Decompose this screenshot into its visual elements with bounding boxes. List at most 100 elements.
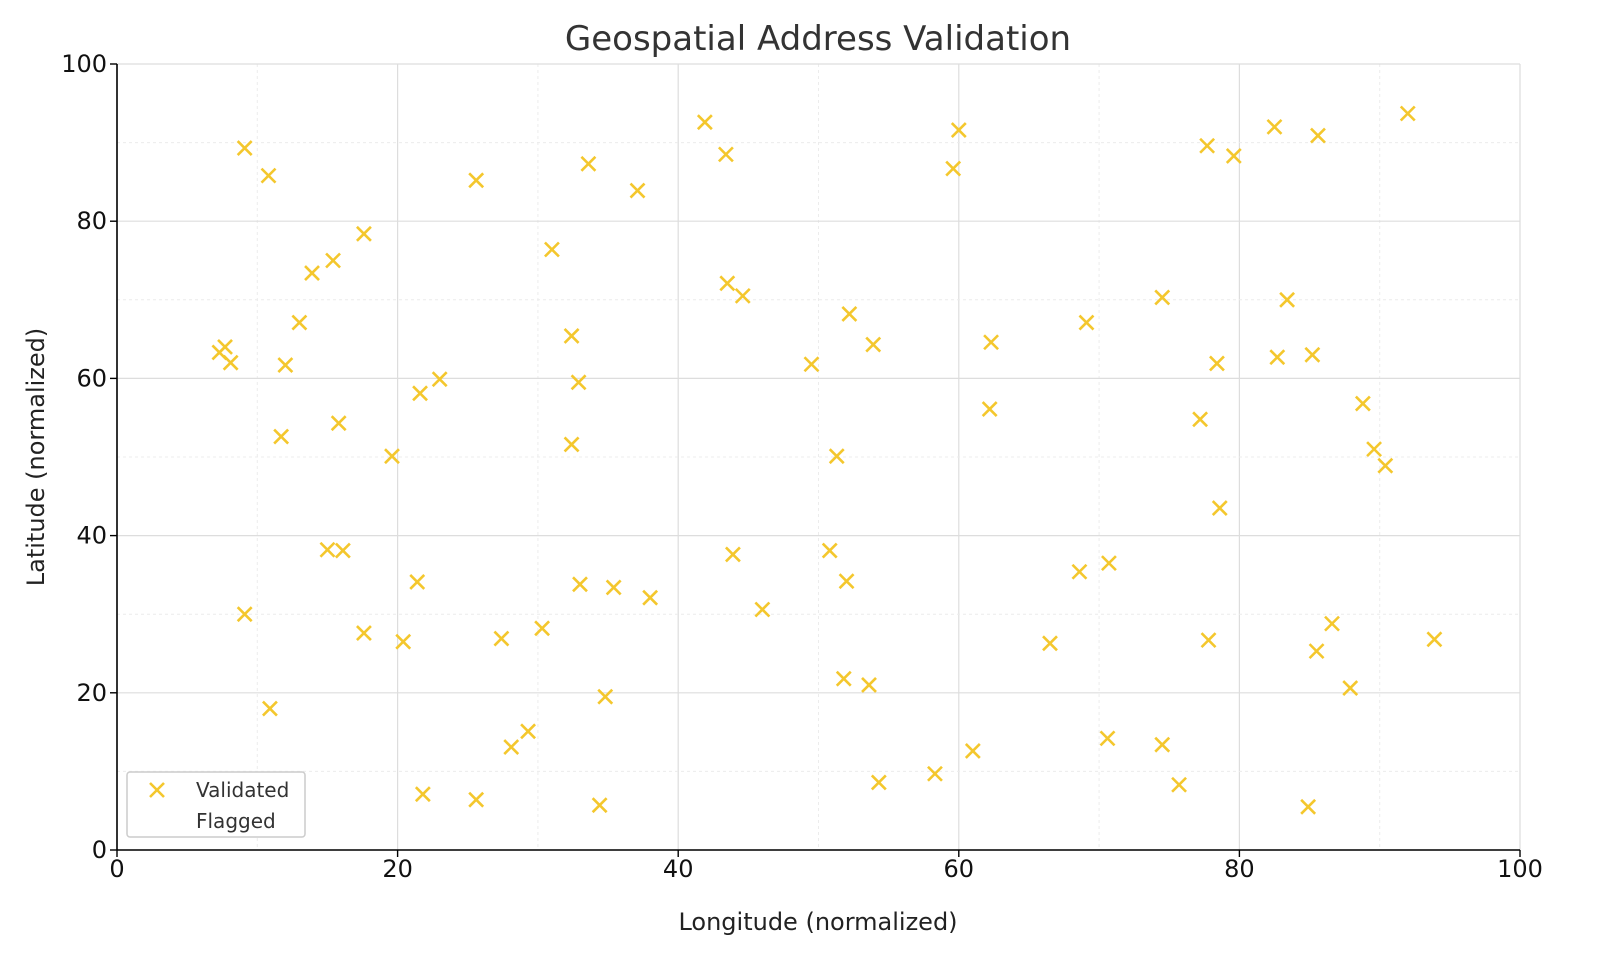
data-point [983,334,999,351]
data-point [724,546,741,563]
tick-labels: 0 20 40 60 80 100 0 20 40 60 80 100 [61,50,1543,883]
data-point [563,328,580,344]
data-point [821,542,838,559]
data-point [319,541,336,558]
grid [116,63,1521,851]
data-point [277,357,294,373]
data-point [304,265,320,281]
x-tick-label: 100 [1497,855,1543,883]
data-point [865,336,882,353]
data-point [861,677,877,693]
data-point [964,743,981,759]
x-tick-label: 40 [663,855,694,883]
data-point [1426,631,1443,648]
data-point [1042,635,1058,652]
axes [110,63,1521,857]
data-point [1342,680,1359,697]
data-point [981,401,998,417]
y-tick-label: 40 [76,522,107,550]
data-point [273,428,290,445]
data-point [870,774,887,791]
legend-box [126,771,306,838]
data-point [1366,441,1383,458]
data-point [1209,355,1225,372]
data-point [950,122,967,138]
data-point [330,415,347,432]
y-tick-label: 100 [61,50,107,78]
data-point [493,630,510,647]
data-point [1154,289,1171,306]
data-point [563,436,580,453]
data-point [334,542,351,559]
data-point [1071,563,1088,580]
data-point [1399,105,1416,122]
y-tick-label: 0 [92,836,107,864]
data-point [1154,736,1171,753]
data-point [1192,411,1209,428]
x-axis-label: Longitude (normalized) [678,908,957,936]
data-point [1308,643,1325,660]
data-point [572,576,588,593]
data-point [260,167,277,184]
data-point [1324,615,1340,632]
data-point [734,287,751,304]
data-point [431,371,448,388]
data-point [503,739,520,755]
data-point [468,791,485,808]
data-point [1099,730,1116,747]
data-point [217,339,233,355]
data-point [262,700,278,717]
data-point [696,114,713,131]
data-point [717,146,734,163]
data-point [803,356,820,373]
y-tick-label: 80 [76,207,107,235]
data-point [1310,127,1326,144]
y-tick-label: 60 [76,364,107,392]
chart-title: Geospatial Address Validation [565,19,1071,59]
data-point [642,589,659,606]
data-point [236,606,253,623]
x-tick-label: 0 [109,855,124,883]
data-point [1199,137,1216,154]
x-tick-label: 60 [944,855,975,883]
data-point [1269,349,1286,366]
data-point [384,448,400,465]
data-point [591,797,608,814]
data-point [629,182,646,199]
data-point [1171,776,1187,793]
data-point [754,601,771,618]
legend-label-validated: Validated [196,778,289,802]
data-point [1266,118,1283,135]
data-point [580,155,597,172]
data-point [1101,555,1117,572]
data-point [835,670,852,687]
data-point [236,140,253,157]
x-tick-label: 20 [382,855,413,883]
data-point [1300,798,1317,815]
data-point [605,579,622,596]
data-point [356,625,372,641]
data-point [1354,395,1371,412]
data-point [534,620,551,637]
data-point [544,241,560,258]
data-point [468,172,485,189]
data-point [325,252,341,269]
data-point [945,160,962,177]
data-point [291,314,308,331]
data-points [211,105,1443,815]
data-point [1279,291,1296,308]
data-point [597,688,614,705]
data-point [719,275,736,292]
legend-label-flagged: Flagged [196,809,276,833]
data-point [1377,457,1394,474]
data-point [356,225,372,242]
data-point [395,633,412,650]
y-axis-label: Latitude (normalized) [22,328,50,587]
data-point [1225,148,1242,164]
data-point [841,306,858,322]
data-point [520,723,536,740]
x-tick-label: 80 [1224,855,1255,883]
data-point [570,374,587,391]
y-tick-label: 20 [76,679,107,707]
